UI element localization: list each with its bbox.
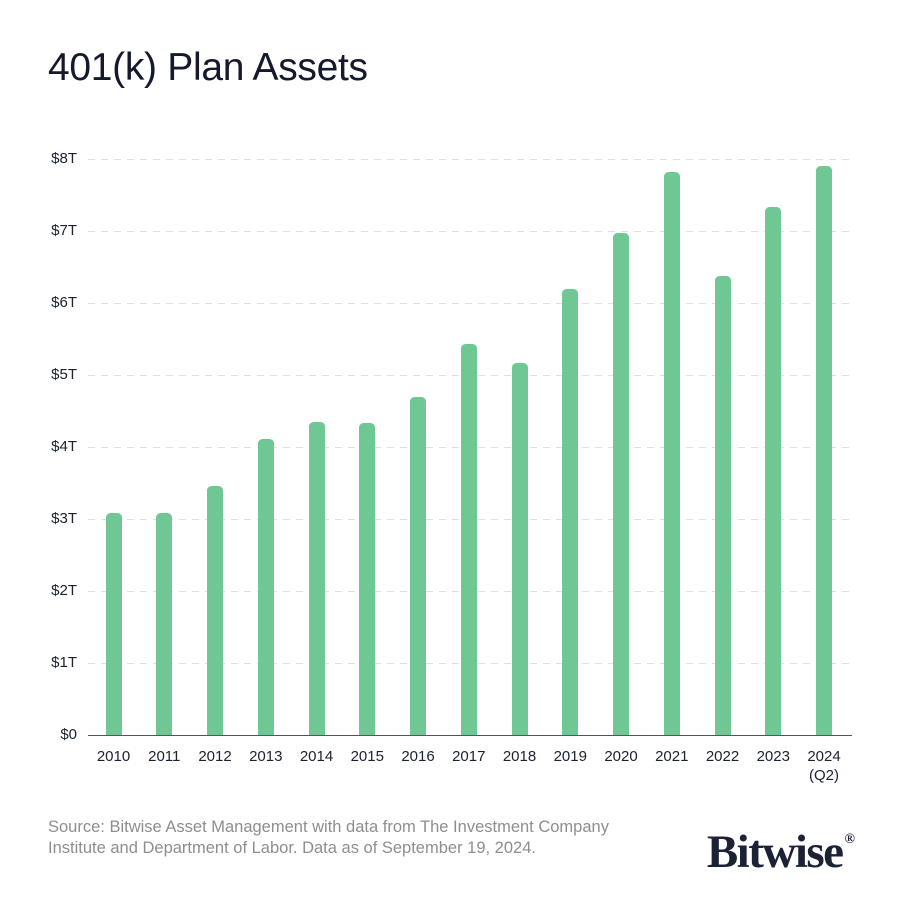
bitwise-wordmark: Bitwise	[706, 826, 844, 878]
y-tick-label: $4T	[51, 438, 77, 455]
y-tick-label: $2T	[51, 582, 77, 599]
x-tick-label-2019: 2019	[535, 747, 605, 766]
bar-2021	[663, 171, 680, 735]
bar-2014	[308, 421, 325, 735]
bar-2012	[207, 485, 223, 735]
bitwise-logo: Bitwise ®	[707, 816, 855, 876]
y-tick-label: $5T	[51, 366, 77, 383]
x-tick-year: 2021	[655, 748, 689, 765]
x-tick-label-2011: 2011	[129, 747, 199, 766]
source-line-2: Institute and Department of Labor. Data …	[48, 839, 536, 857]
x-tick-year: 2023	[756, 748, 790, 765]
x-tick-label-2015: 2015	[332, 747, 402, 766]
x-tick-label-2012: 2012	[180, 747, 250, 766]
x-tick-year: 2022	[705, 748, 740, 765]
x-tick-year: 2011	[148, 748, 181, 765]
bar-2017	[460, 344, 477, 735]
y-tick-label: $3T	[51, 510, 77, 527]
x-tick-year: 2013	[249, 748, 283, 765]
bar-2010	[105, 513, 122, 735]
x-tick-year: 2015	[350, 748, 384, 765]
x-tick-label-2017: 2017	[434, 747, 504, 766]
bar-2013	[257, 439, 274, 735]
x-tick-year: 2024	[807, 748, 841, 765]
plot-area	[88, 159, 852, 736]
gridline-6	[88, 303, 852, 304]
x-tick-year: 2012	[198, 748, 232, 765]
x-tick-label-2021: 2021	[637, 747, 707, 766]
y-tick-label: $0	[60, 726, 77, 743]
x-tick-label-2010: 2010	[79, 747, 149, 766]
x-tick-year: 2014	[299, 748, 334, 765]
bar-2018	[511, 363, 528, 735]
gridline-8	[88, 159, 852, 160]
page-title: 401(k) Plan Assets	[48, 46, 368, 89]
bar-2019	[562, 288, 579, 735]
y-tick-label: $1T	[51, 654, 77, 671]
x-tick-label-2022: 2022	[688, 747, 758, 766]
y-tick-label: $7T	[51, 222, 77, 239]
x-tick-year: 2019	[553, 748, 587, 765]
x-tick-label-2014: 2014	[282, 747, 352, 766]
x-tick-year: 2020	[604, 748, 638, 765]
x-tick-label-2013: 2013	[231, 747, 301, 766]
bar-2020	[613, 233, 629, 735]
x-tick-label-2023: 2023	[738, 747, 808, 766]
gridline-7	[88, 231, 852, 232]
x-tick-year: 2018	[502, 748, 537, 765]
x-tick-label-2020: 2020	[586, 747, 656, 766]
x-tick-label-2016: 2016	[383, 747, 453, 766]
x-tick-year: 2016	[401, 748, 435, 765]
x-tick-label-2018: 2018	[485, 747, 555, 766]
bar-2015	[359, 423, 376, 735]
x-tick-quarter-note: (Q2)	[809, 767, 839, 784]
source-note: Source: Bitwise Asset Management with da…	[48, 817, 609, 859]
bar-2022	[714, 276, 731, 735]
bar-2011	[156, 513, 173, 735]
source-line-1: Source: Bitwise Asset Management with da…	[48, 818, 609, 836]
x-tick-year: 2010	[96, 748, 131, 765]
bar-2024	[816, 166, 832, 735]
y-tick-label: $8T	[51, 150, 77, 167]
x-tick-year: 2017	[452, 748, 486, 765]
bar-2016	[410, 396, 426, 735]
bar-2023	[765, 206, 782, 735]
registered-trademark-icon: ®	[844, 832, 855, 847]
y-tick-label: $6T	[51, 294, 77, 311]
x-tick-label-2024: 2024 (Q2)	[789, 747, 859, 785]
